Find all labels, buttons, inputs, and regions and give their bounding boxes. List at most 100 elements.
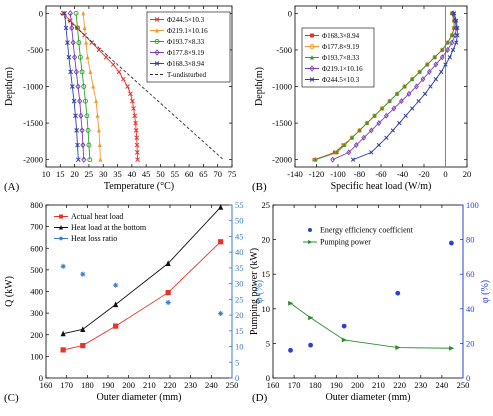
data-point — [83, 98, 88, 104]
y-tick-label: 0 — [288, 8, 292, 18]
data-point — [72, 54, 78, 61]
legend-label: Heat load at the bottom — [71, 223, 147, 232]
data-point — [67, 18, 73, 23]
data-point — [81, 156, 87, 163]
data-point — [80, 342, 86, 349]
y-tick-label: -1500 — [23, 118, 43, 128]
x-tick-label: 50 — [156, 169, 165, 179]
y-tick-label: 5 — [266, 338, 270, 348]
data-point — [85, 54, 90, 60]
x-tick-label: 250 — [457, 380, 470, 390]
data-point — [81, 10, 86, 16]
x-tick-label: 25 — [85, 169, 94, 179]
data-point — [341, 337, 348, 343]
data-point — [120, 76, 126, 82]
data-point — [450, 47, 456, 53]
legend-marker — [310, 55, 314, 60]
y-tick-label: -500 — [27, 45, 43, 55]
data-point — [342, 142, 347, 147]
y-right-tick-label: 20 — [466, 338, 475, 348]
data-point — [376, 142, 382, 148]
x-tick-label: 190 — [330, 380, 343, 390]
x-tick-label: 190 — [102, 380, 115, 390]
data-point — [369, 150, 374, 155]
series-line — [290, 302, 452, 349]
data-point — [91, 84, 96, 89]
data-point — [71, 98, 77, 104]
data-point — [335, 150, 339, 155]
data-point — [66, 54, 72, 60]
data-point — [440, 47, 445, 52]
data-point — [84, 40, 89, 45]
data-point — [447, 55, 452, 60]
x-tick-label: 40 — [128, 169, 137, 179]
y-axis-label: Q (kW) — [4, 276, 15, 307]
data-point — [97, 142, 102, 148]
data-point — [443, 62, 448, 67]
data-point — [78, 112, 84, 119]
x-tick-label: -100 — [330, 169, 346, 179]
data-point — [455, 33, 460, 38]
series-line — [60, 12, 224, 161]
x-tick-label: 55 — [171, 169, 180, 179]
y-tick-label: 15 — [262, 269, 271, 279]
x-tick-label: -60 — [375, 169, 386, 179]
data-point — [432, 54, 437, 60]
data-point — [81, 84, 87, 89]
y-right-tick-label: 40 — [466, 304, 475, 314]
data-point — [113, 282, 119, 288]
x-axis-label: Outer diameter (mm) — [326, 392, 411, 403]
legend-label: Φ244.5×10.3 — [322, 76, 360, 84]
data-point — [82, 25, 87, 30]
data-point — [96, 47, 102, 53]
y-tick-label: 25 — [262, 200, 271, 210]
series-line — [332, 13, 457, 161]
legend-label: T-undisturbed — [167, 71, 207, 79]
y-right-tick-label: 20 — [235, 310, 244, 320]
series-line — [69, 13, 85, 160]
data-point — [75, 83, 81, 90]
data-point — [134, 135, 140, 141]
legend-label: Φ177.8×9.19 — [167, 49, 205, 57]
panel-a: 10 15 20 25 30 35 40 45 50 55 60 65 70 75 0 -500 -1000 -1… — [4, 5, 236, 193]
x-tick-label: 0 — [443, 169, 447, 179]
data-point — [450, 32, 454, 38]
y-tick-label: 700 — [30, 222, 43, 232]
y-axis-label: Depth(m) — [4, 67, 15, 106]
y-tick-label: 100 — [30, 351, 43, 361]
y-right-tick-label: 0 — [466, 373, 470, 383]
x-tick-label: 220 — [164, 380, 177, 390]
data-point — [433, 77, 438, 82]
y-tick-label: -2000 — [23, 155, 43, 165]
data-point — [113, 301, 119, 308]
x-tick-label: 10 — [42, 169, 51, 179]
data-point — [455, 25, 460, 31]
x-tick-label: 240 — [436, 380, 449, 390]
data-point — [350, 157, 356, 162]
data-point — [395, 345, 401, 350]
data-point — [69, 24, 75, 32]
data-point — [70, 39, 76, 46]
x-tick-label: 60 — [185, 169, 194, 179]
x-tick-label: -80 — [354, 169, 365, 179]
data-point — [449, 39, 455, 46]
data-point — [357, 128, 362, 133]
data-point — [416, 98, 421, 104]
data-point — [80, 326, 86, 332]
legend-marker — [310, 33, 314, 38]
data-point — [63, 25, 69, 31]
data-point — [134, 142, 140, 148]
data-point — [391, 105, 397, 112]
data-point — [387, 98, 392, 103]
data-point — [406, 90, 412, 97]
y-tick-label: -2000 — [272, 155, 292, 165]
data-point — [87, 157, 93, 163]
y-tick-label: -1000 — [272, 82, 292, 92]
x-tick-label: 160 — [267, 380, 280, 390]
data-point — [445, 40, 450, 45]
legend-marker — [309, 44, 315, 49]
data-point — [73, 68, 79, 76]
y-tick-label: 500 — [30, 265, 43, 275]
data-point — [75, 142, 80, 148]
